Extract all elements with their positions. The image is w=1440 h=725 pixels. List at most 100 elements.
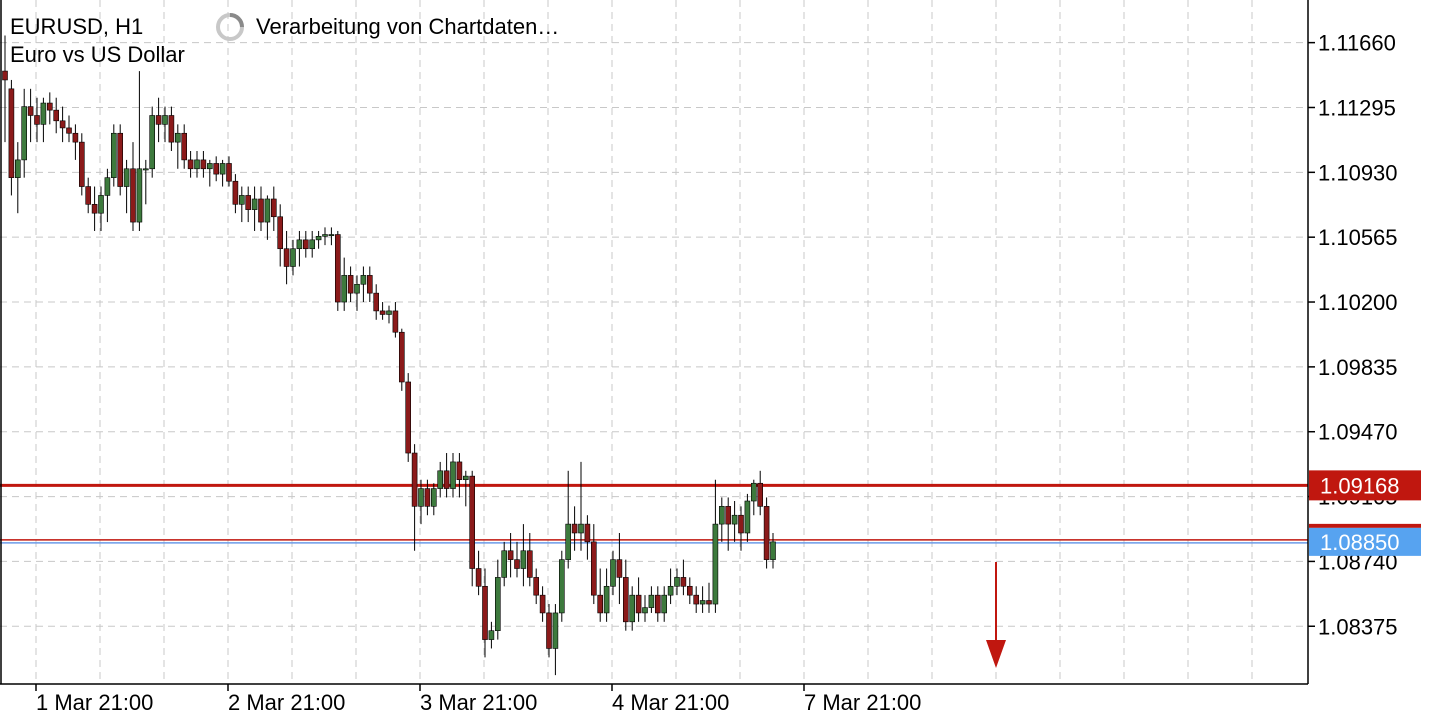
candle	[738, 506, 744, 551]
candle-body	[379, 310, 386, 315]
sell-arrow-group	[986, 562, 1006, 668]
candle-body	[8, 88, 15, 178]
candle-body	[744, 500, 751, 534]
candle-body	[616, 559, 623, 578]
candle-body	[207, 163, 213, 170]
candle-body	[53, 109, 60, 122]
candle-body	[386, 310, 392, 315]
candle	[373, 284, 380, 320]
candle-body	[539, 594, 546, 614]
candle-body	[155, 115, 162, 125]
candle	[654, 586, 661, 622]
candle-body	[111, 132, 117, 178]
candle-body	[571, 523, 578, 534]
candle-body	[277, 216, 284, 250]
candle	[136, 71, 143, 231]
candle	[21, 88, 28, 178]
candle	[706, 582, 712, 613]
candle	[456, 453, 463, 498]
candle-body	[456, 461, 463, 480]
candle	[360, 266, 367, 303]
candle	[405, 373, 412, 462]
candle	[168, 106, 175, 152]
candle-body	[79, 141, 85, 187]
candle-body	[251, 198, 258, 210]
candle-body	[72, 132, 79, 143]
candle	[437, 461, 444, 498]
candle	[539, 586, 546, 622]
candle	[565, 470, 572, 569]
candle-body	[392, 310, 399, 333]
candle	[590, 524, 597, 605]
price-tick-label: 1.10930	[1318, 160, 1398, 185]
candle	[763, 497, 770, 569]
candle-body	[526, 550, 533, 578]
candle	[699, 586, 706, 613]
candle	[181, 124, 187, 169]
candle	[520, 524, 527, 587]
candle	[686, 577, 693, 605]
candle-body	[130, 168, 136, 223]
candle-body	[309, 239, 316, 250]
candle	[616, 532, 623, 605]
candle	[629, 586, 636, 631]
candle-body	[168, 115, 175, 143]
candle-body	[194, 159, 200, 170]
candle-body	[34, 115, 40, 125]
candle-body	[40, 102, 47, 125]
candle-body	[642, 607, 648, 614]
candle	[15, 142, 21, 214]
candle-body	[219, 163, 226, 175]
candle	[597, 568, 604, 622]
candle-body	[181, 132, 187, 161]
candle	[642, 595, 648, 622]
candle-body	[283, 248, 290, 267]
candle	[411, 444, 418, 551]
candle	[514, 541, 520, 578]
candle	[725, 497, 732, 551]
candle-body	[552, 612, 559, 649]
candle-body	[373, 292, 380, 312]
candle-body	[469, 475, 476, 569]
candle-body	[360, 275, 367, 285]
candle	[27, 88, 34, 143]
ask-badge-top-stripe	[1309, 523, 1421, 528]
candle-body	[66, 127, 72, 134]
loading-spinner-icon	[216, 13, 244, 41]
candle	[8, 79, 15, 196]
candle-body	[424, 488, 431, 507]
candle	[162, 106, 168, 143]
candle	[251, 186, 258, 231]
candle	[366, 266, 373, 303]
candle-body	[597, 594, 604, 614]
candle	[258, 186, 264, 231]
candle	[123, 159, 130, 214]
candle-body	[514, 559, 520, 569]
candle	[584, 515, 591, 560]
candle	[667, 568, 674, 605]
candle	[296, 230, 303, 267]
candle-body	[366, 275, 373, 294]
axes	[0, 0, 1309, 685]
price-tick-label: 1.11660	[1318, 31, 1396, 56]
candle	[443, 453, 450, 498]
candle	[72, 124, 79, 160]
candle	[386, 305, 392, 324]
candle	[59, 106, 66, 143]
candle	[315, 230, 322, 249]
candle-body	[136, 168, 143, 223]
candle-body	[2, 70, 8, 81]
candle-body	[91, 204, 98, 214]
candle	[130, 142, 136, 231]
candle	[155, 97, 162, 143]
candle	[718, 497, 725, 542]
candle-body	[738, 514, 744, 534]
time-axis-labels: 1 Mar 21:00 2 Mar 21:00 3 Mar 21:00 4 Mar 2…	[35, 684, 921, 715]
candle	[533, 568, 540, 605]
candle	[302, 230, 309, 258]
candle	[418, 479, 424, 525]
candle-body	[565, 523, 572, 560]
candle	[213, 156, 219, 182]
